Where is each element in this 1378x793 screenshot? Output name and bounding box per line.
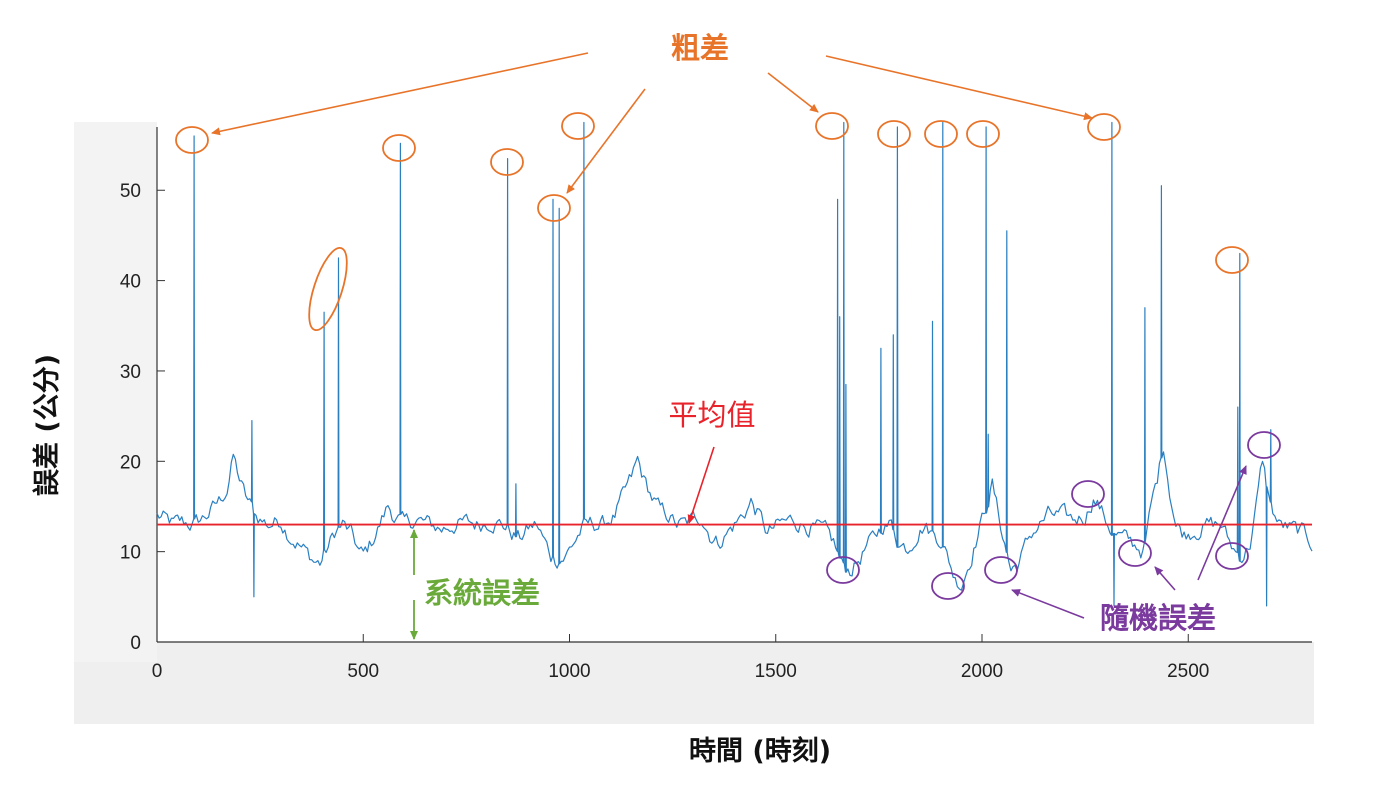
y-tick-label: 0 <box>130 633 141 654</box>
gross-error-circle <box>308 246 348 332</box>
y-tick-label: 50 <box>120 181 141 202</box>
x-axis-title: 時間 (時刻) <box>689 735 831 767</box>
random-error-circle <box>1071 480 1105 508</box>
random-error-circle <box>1215 542 1249 570</box>
y-tick-label: 30 <box>120 362 141 383</box>
x-tick-label: 1000 <box>548 661 590 682</box>
systematic-error-label: 系統誤差 <box>424 576 540 610</box>
random-error-circle <box>826 556 860 584</box>
gross-error-circle <box>537 194 571 222</box>
plot-area <box>157 122 1314 642</box>
gross-error-annotation: 粗差 <box>175 31 1249 332</box>
gross-error-arrow <box>211 52 589 136</box>
random-error-arrow <box>1011 589 1085 619</box>
random-error-annotation: 隨機誤差 <box>826 431 1281 635</box>
x-tick-label: 1500 <box>755 661 797 682</box>
random-error-circles <box>826 431 1281 600</box>
x-tick-label: 2000 <box>961 661 1003 682</box>
y-axis-panel <box>74 122 157 662</box>
random-error-circle <box>1118 539 1152 567</box>
y-tick-label: 40 <box>120 272 141 293</box>
gross-error-circle <box>175 126 209 154</box>
x-tick-label: 2500 <box>1167 661 1209 682</box>
gross-error-circle <box>877 120 911 148</box>
x-tick-label: 500 <box>347 661 379 682</box>
x-tick-label: 0 <box>152 661 163 682</box>
gross-error-circle <box>1087 113 1121 141</box>
gross-error-circle <box>382 134 416 162</box>
y-axis-title: 誤差 (公分) <box>31 354 63 496</box>
gross-error-label: 粗差 <box>671 31 729 65</box>
random-error-label: 隨機誤差 <box>1100 601 1216 635</box>
gross-error-arrow <box>767 72 819 113</box>
gross-error-circle <box>924 120 958 148</box>
mean-arrow <box>687 446 715 524</box>
gross-error-arrow <box>566 88 646 194</box>
mean-label: 平均值 <box>668 398 755 432</box>
random-error-circle <box>1247 431 1281 459</box>
random-error-arrow <box>1154 566 1176 591</box>
systematic-error-annotation: 系統誤差 <box>410 529 540 640</box>
random-error-arrow <box>1197 465 1247 581</box>
gross-error-circle <box>561 112 595 140</box>
y-tick-label: 20 <box>120 452 141 473</box>
y-tick-label: 10 <box>120 543 141 564</box>
tick-labels: 0 500 1000 1500 2000 2500 0 10 20 30 40 50 <box>120 181 1210 682</box>
random-error-circle <box>984 556 1018 584</box>
random-error-circle <box>931 572 965 600</box>
gross-error-circle <box>1215 246 1249 274</box>
ticks <box>156 189 1189 643</box>
gross-error-circle <box>815 112 849 140</box>
gross-error-circle <box>966 120 1000 148</box>
gross-error-arrow <box>825 55 1093 121</box>
mean-annotation: 平均值 <box>668 398 756 524</box>
gross-error-circles <box>175 112 1249 332</box>
gross-error-circle <box>490 148 524 176</box>
